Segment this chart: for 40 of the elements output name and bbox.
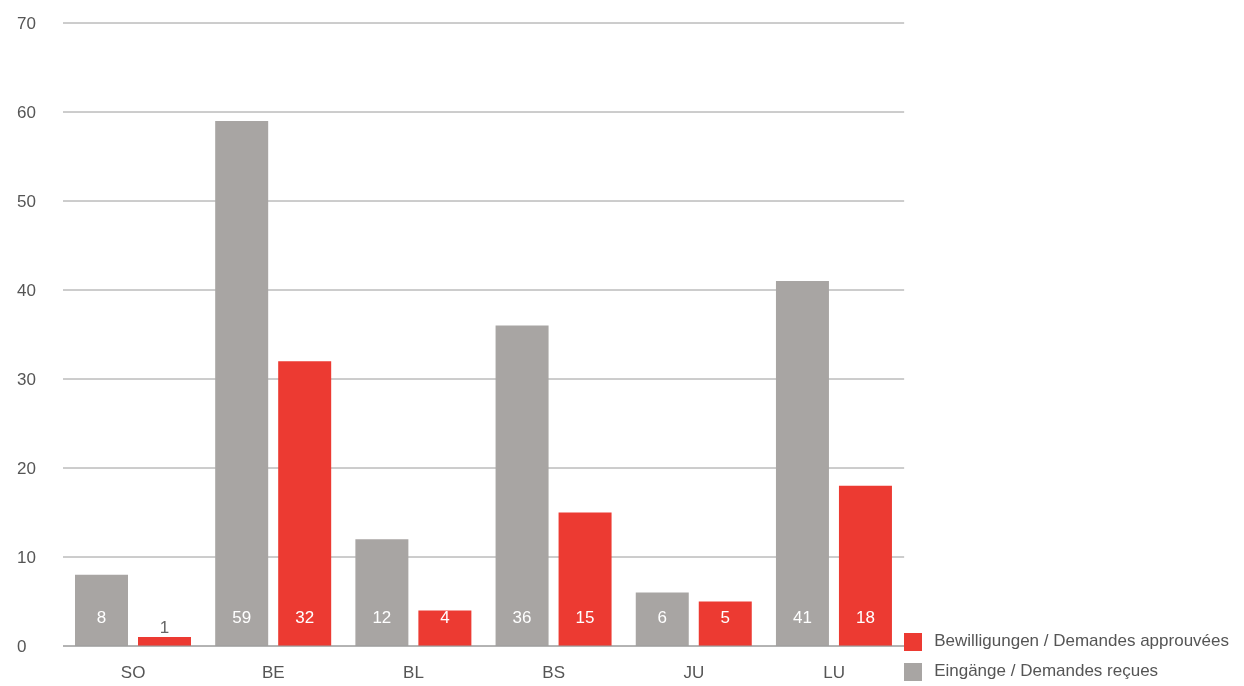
data-label: 15: [575, 607, 595, 627]
y-tick-label: 60: [17, 103, 36, 123]
bar: [635, 592, 689, 646]
bar: [418, 610, 472, 646]
data-label: 59: [232, 607, 252, 627]
data-label: 36: [512, 607, 532, 627]
bar: [698, 601, 752, 646]
bar: [838, 485, 892, 646]
y-tick-label: 20: [17, 459, 36, 479]
bar: [355, 539, 409, 646]
legend-label: Bewilligungen / Demandes approuvées: [934, 631, 1229, 650]
y-tick-label: 30: [17, 370, 36, 390]
x-tick-label: BS: [542, 663, 566, 683]
data-label: 4: [440, 607, 450, 627]
y-tick-label: 10: [17, 548, 36, 568]
y-tick-label: 70: [17, 14, 36, 34]
data-label: 8: [96, 607, 107, 627]
bar: [75, 574, 128, 646]
bar: [495, 325, 549, 646]
data-label: 41: [792, 607, 812, 627]
data-label: 18: [855, 607, 875, 627]
data-label: 1: [159, 618, 170, 638]
legend-label: Eingänge / Demandes reçues: [934, 661, 1159, 680]
y-tick-label: 50: [17, 192, 36, 212]
x-tick-label: BL: [403, 663, 424, 683]
data-label: 6: [657, 607, 667, 627]
y-tick-label: 40: [17, 281, 36, 301]
bar: [558, 512, 612, 646]
data-label: 5: [720, 607, 730, 627]
y-tick-label: 0: [17, 637, 27, 657]
bar: [775, 281, 829, 646]
x-tick-label: BE: [261, 663, 285, 683]
bar: [278, 361, 332, 646]
bar: [215, 120, 269, 646]
x-tick-label: JU: [683, 663, 705, 683]
x-tick-label: LU: [823, 663, 845, 683]
bar: [138, 637, 191, 646]
data-label: 32: [295, 607, 315, 627]
data-label: 12: [372, 607, 392, 627]
x-tick-label: SO: [120, 663, 146, 683]
